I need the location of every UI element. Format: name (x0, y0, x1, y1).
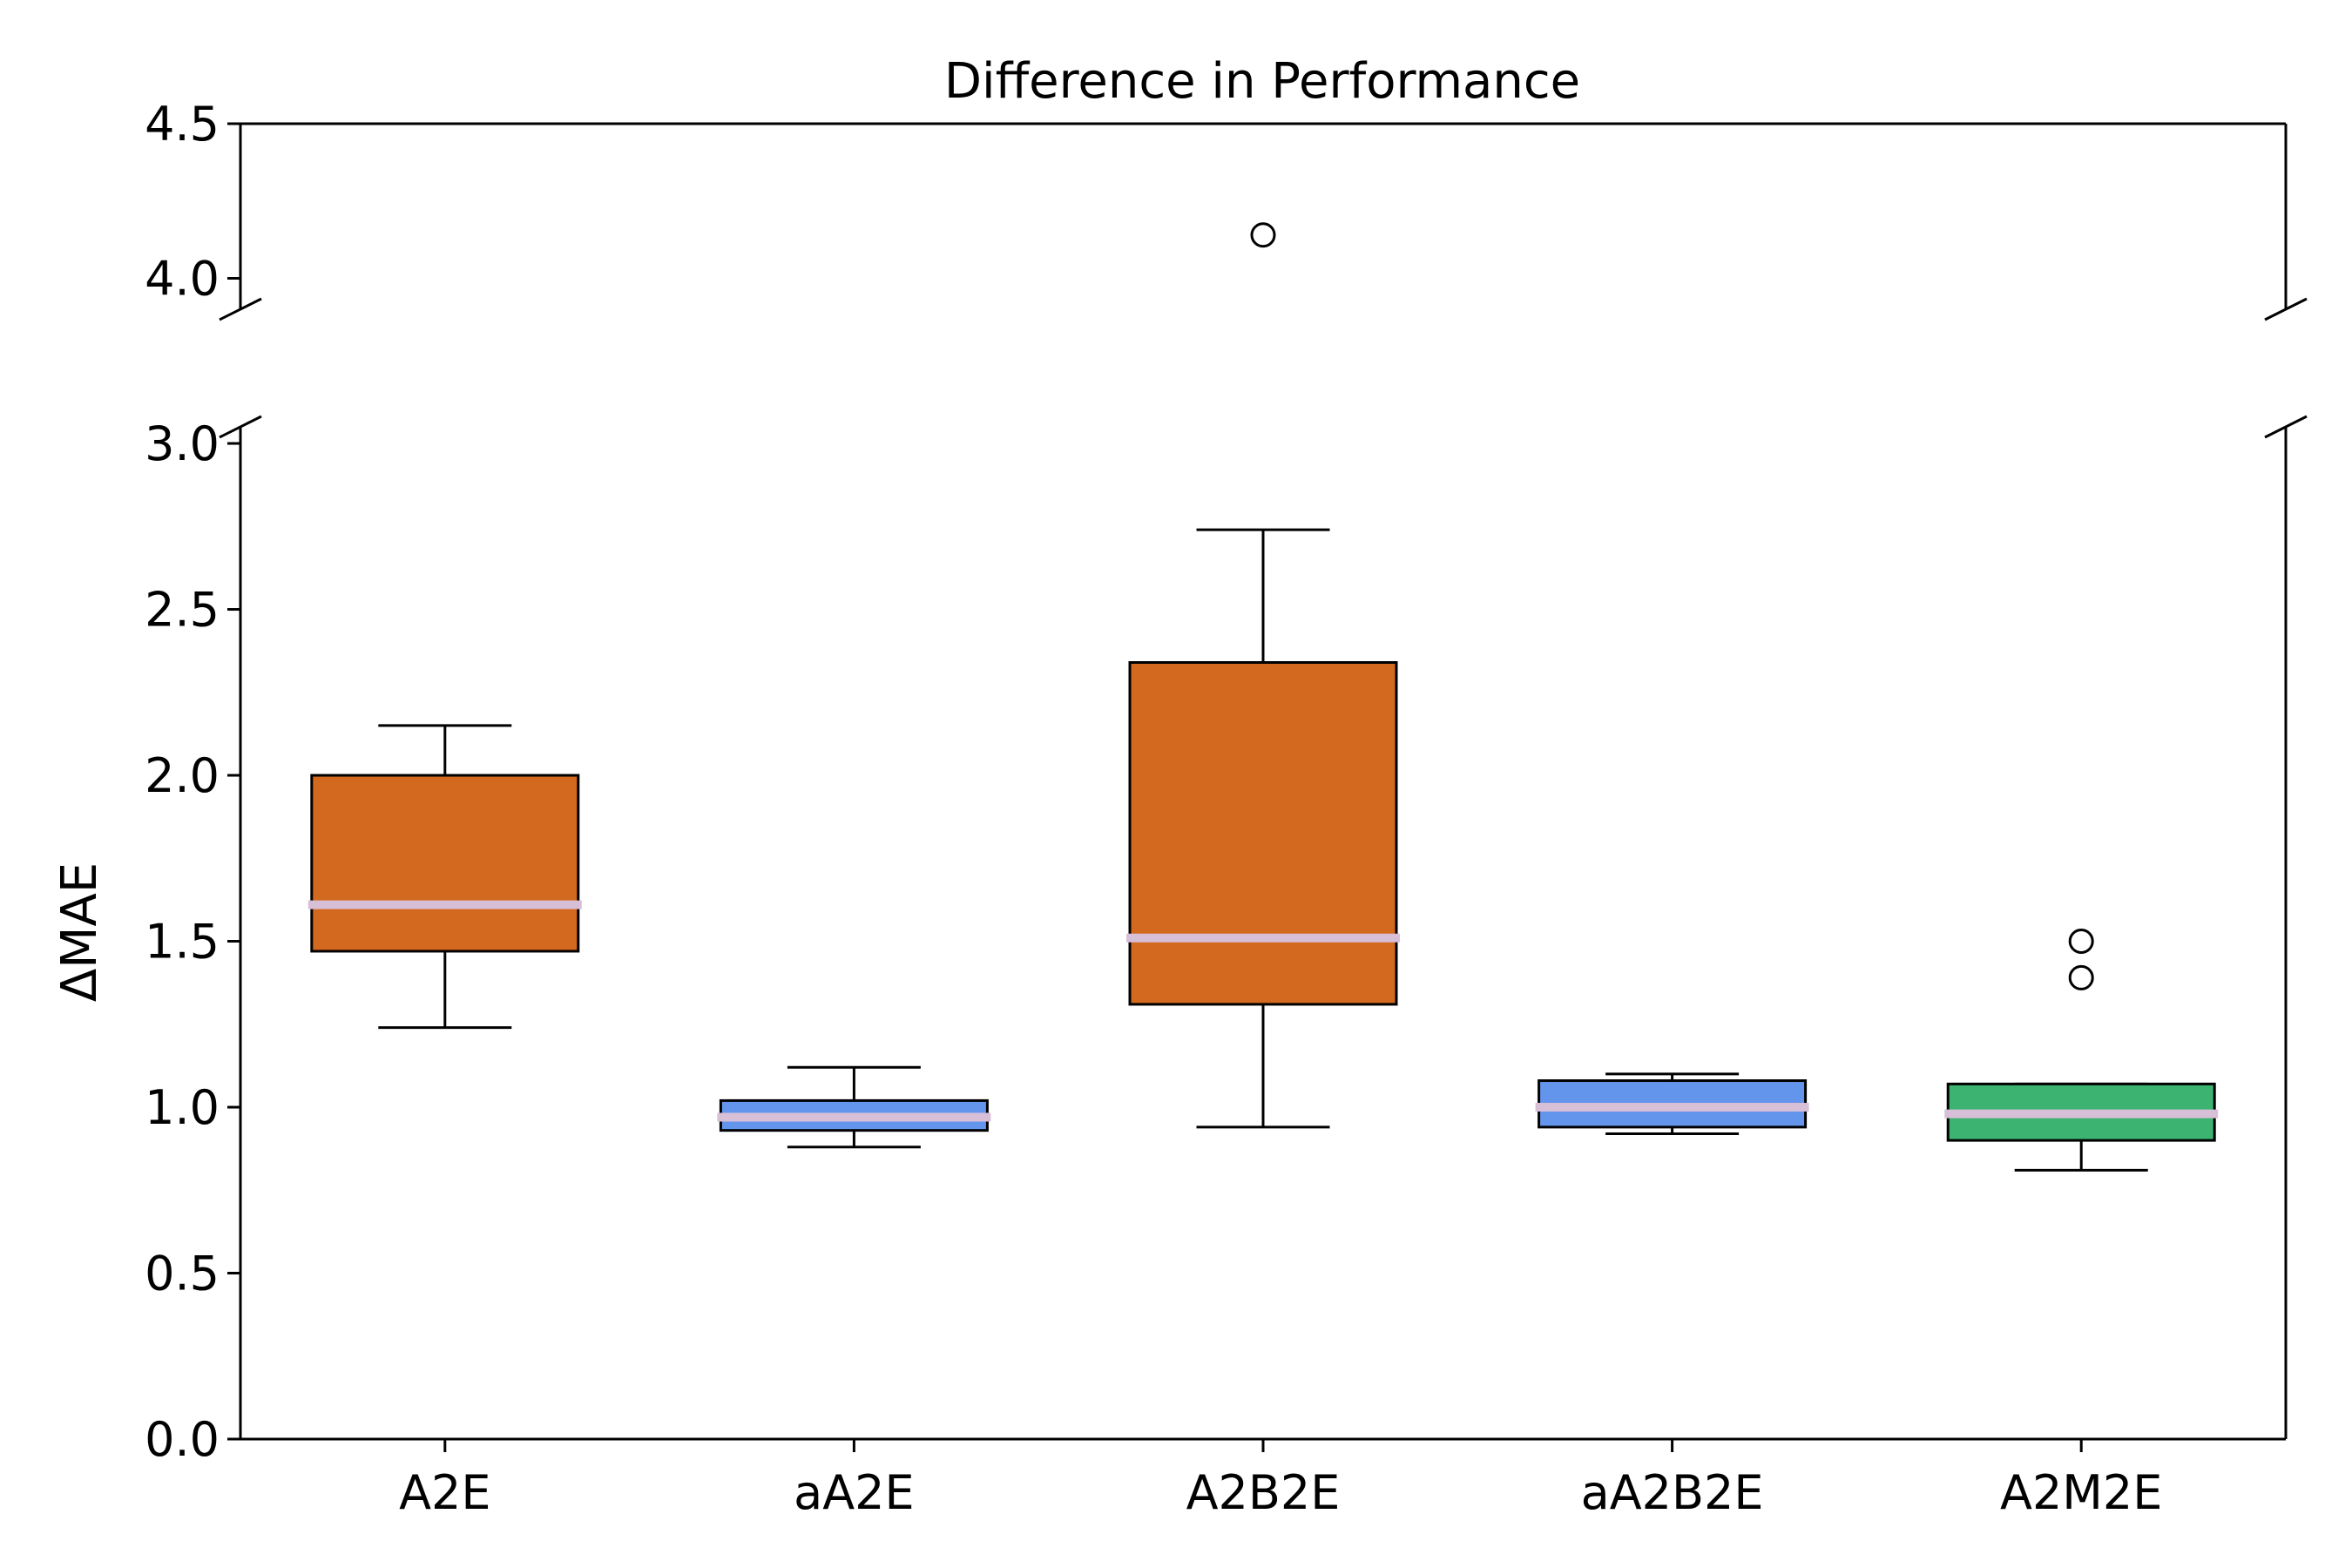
box-aA2B2E (1535, 1072, 1809, 1135)
y-tick-label: 2.0 (145, 748, 220, 803)
y-tick-label: 1.5 (145, 915, 220, 970)
chart-title: Difference in Performance (944, 53, 1580, 110)
y-tick-label: 0.0 (145, 1412, 220, 1467)
axis-break-mark (219, 297, 262, 321)
box-A2M2E (1944, 929, 2219, 1172)
box-body (310, 774, 580, 953)
y-tick-label: 1.0 (145, 1080, 220, 1135)
y-tick-label: 4.5 (145, 97, 220, 152)
x-tick-label: A2B2E (1186, 1465, 1341, 1520)
x-tick-label: A2E (399, 1465, 490, 1520)
x-axis: A2E aA2E A2B2E aA2B2E A2M2E (399, 1439, 2162, 1520)
y-tick-label: 0.5 (145, 1247, 220, 1301)
y-tick-label: 2.5 (145, 583, 220, 638)
y-tick-label: 3.0 (145, 416, 220, 471)
boxes-layer (308, 222, 2219, 1172)
box-A2E (308, 724, 582, 1030)
box-aA2E (717, 1065, 991, 1149)
y-tick-label: 4.0 (145, 252, 220, 307)
x-tick-label: aA2E (794, 1465, 915, 1520)
y-axis-label: ΔMAE (51, 862, 108, 1002)
upper-panel: 4.0 4.5 (145, 97, 2308, 439)
outlier-point (1250, 222, 1276, 248)
axis-break-mark (2264, 297, 2308, 321)
lower-panel: 0.0 0.5 1.0 1.5 2.0 2.5 3.0 (145, 416, 2288, 1467)
box-A2B2E (1126, 222, 1400, 1129)
x-tick-label: aA2B2E (1581, 1465, 1764, 1520)
x-tick-label: A2M2E (2000, 1465, 2162, 1520)
outlier-point (2068, 964, 2094, 990)
outlier-point (2068, 929, 2094, 955)
box-body (1128, 660, 1398, 1006)
